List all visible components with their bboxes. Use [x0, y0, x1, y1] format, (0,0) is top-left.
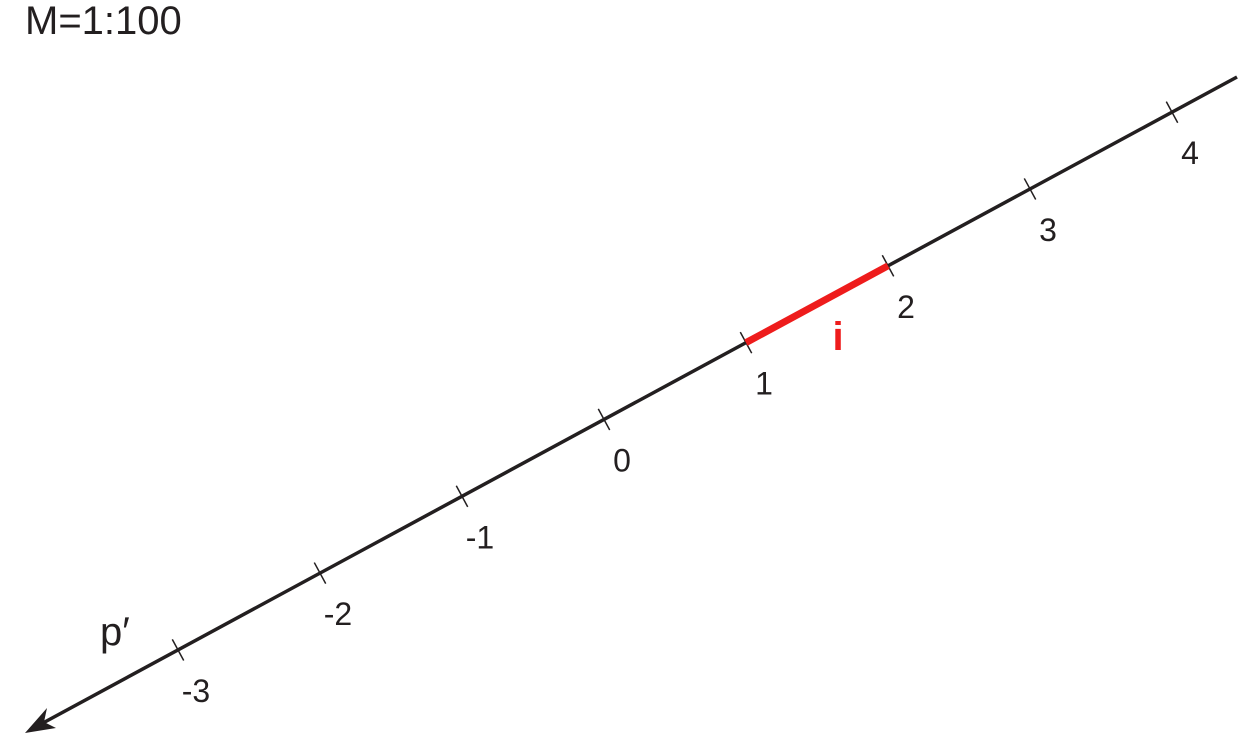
- tick-label: 1: [755, 366, 773, 402]
- tick-mark: [1165, 101, 1179, 124]
- tick-mark: [313, 562, 327, 585]
- number-line: [29, 75, 1238, 732]
- tick-label: -3: [182, 673, 210, 709]
- line-label: p′: [100, 610, 130, 654]
- scale-label: M=1:100: [25, 0, 182, 43]
- tick-label: -1: [466, 519, 494, 555]
- tick-mark: [171, 639, 185, 661]
- tick-label: 0: [613, 442, 631, 478]
- tick-label: 2: [897, 289, 915, 325]
- arrowhead: [25, 708, 56, 733]
- tick-label: 3: [1039, 212, 1057, 248]
- interval-label: i: [832, 315, 843, 359]
- tick-mark: [455, 485, 469, 508]
- tick-label: -2: [324, 596, 352, 632]
- tick-label: 4: [1181, 135, 1199, 171]
- interval-segment: [744, 262, 890, 346]
- tick-mark: [1023, 178, 1037, 200]
- tick-mark: [597, 408, 611, 431]
- ticks: -3 -2 -1 0 1 2 3 4: [171, 101, 1199, 709]
